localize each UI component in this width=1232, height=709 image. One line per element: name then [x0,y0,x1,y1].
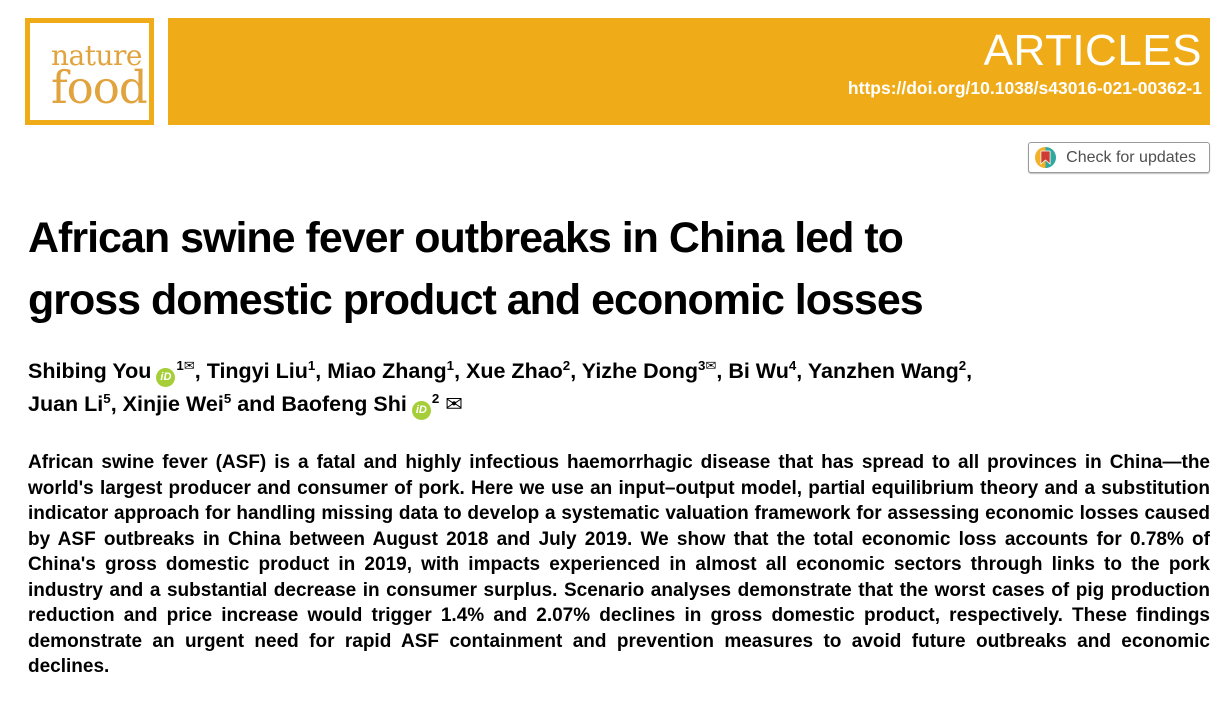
author-line-1: Shibing You iD1✉, Tingyi Liu1, Miao Zhang… [28,355,1204,388]
author-name: Juan Li [28,392,104,416]
section-banner: ARTICLES https://doi.org/10.1038/s43016-… [168,18,1210,125]
author: Shibing You iD1✉ [28,357,195,387]
envelope-icon[interactable]: ✉ [183,357,195,373]
author: Tingyi Liu1 [207,359,316,383]
author: Yanzhen Wang2 [808,359,966,383]
logo-banner-gap [154,18,168,125]
affiliation-number: 4 [788,357,797,373]
journal-logo-nature: nature [51,39,142,72]
orcid-icon[interactable]: iD [411,401,431,420]
author-name: Xinjie Wei [122,392,224,416]
journal-logo-food: food [51,61,148,114]
author: Bi Wu4 [728,359,796,383]
affiliation-number: 1 [307,357,316,373]
journal-logo: nature food [25,18,154,125]
author-name: Yizhe Dong [581,359,699,383]
article-title: African swine fever outbreaks in China l… [28,207,1204,331]
check-for-updates-button[interactable]: Check for updates [1028,142,1210,173]
author-list: Shibing You iD1✉, Tingyi Liu1, Miao Zhang… [28,355,1204,421]
masthead: nature food ARTICLES https://doi.org/10.… [25,18,1210,125]
author: Baofeng Shi iD2 ✉ [281,390,463,420]
author: Xinjie Wei5 [123,392,232,416]
check-for-updates-label: Check for updates [1066,148,1196,166]
author: Miao Zhang1 [327,359,454,383]
author-name: Shibing You [28,359,152,383]
section-label: ARTICLES [983,26,1202,75]
title-line-1: African swine fever outbreaks in China l… [28,214,904,262]
affiliation-number: 5 [103,390,111,406]
author-name: Tingyi Liu [206,359,308,383]
author: Xue Zhao2 [466,359,570,383]
affiliation-number: 3 [698,357,706,373]
author-name: Xue Zhao [466,359,563,383]
affiliation-number: 2 [431,390,440,406]
orcid-icon[interactable]: iD [156,368,176,387]
author-name: Miao Zhang [327,359,447,383]
check-for-updates-row: Check for updates [0,142,1210,173]
affiliation-number: 5 [223,390,232,406]
envelope-icon[interactable]: ✉ [705,357,717,373]
author: Juan Li5 [28,392,111,416]
affiliation-number: 1 [446,357,455,373]
author-name: Baofeng Shi [281,392,407,416]
author-line-2: Juan Li5, Xinjie Wei5 and Baofeng Shi iD2… [28,388,1204,421]
abstract-text: African swine fever (ASF) is a fatal and… [28,452,1210,677]
doi-link[interactable]: https://doi.org/10.1038/s43016-021-00362… [847,78,1202,98]
title-line-2: gross domestic product and economic loss… [28,276,924,324]
author-name: Yanzhen Wang [807,359,959,383]
crossmark-icon [1035,146,1057,169]
author-name: Bi Wu [728,359,789,383]
affiliation-number: 2 [562,357,571,373]
affiliation-number: 2 [958,357,967,373]
affiliation-number: 1 [176,357,184,373]
author: Yizhe Dong3✉ [582,359,717,383]
envelope-icon[interactable]: ✉ [445,393,463,416]
